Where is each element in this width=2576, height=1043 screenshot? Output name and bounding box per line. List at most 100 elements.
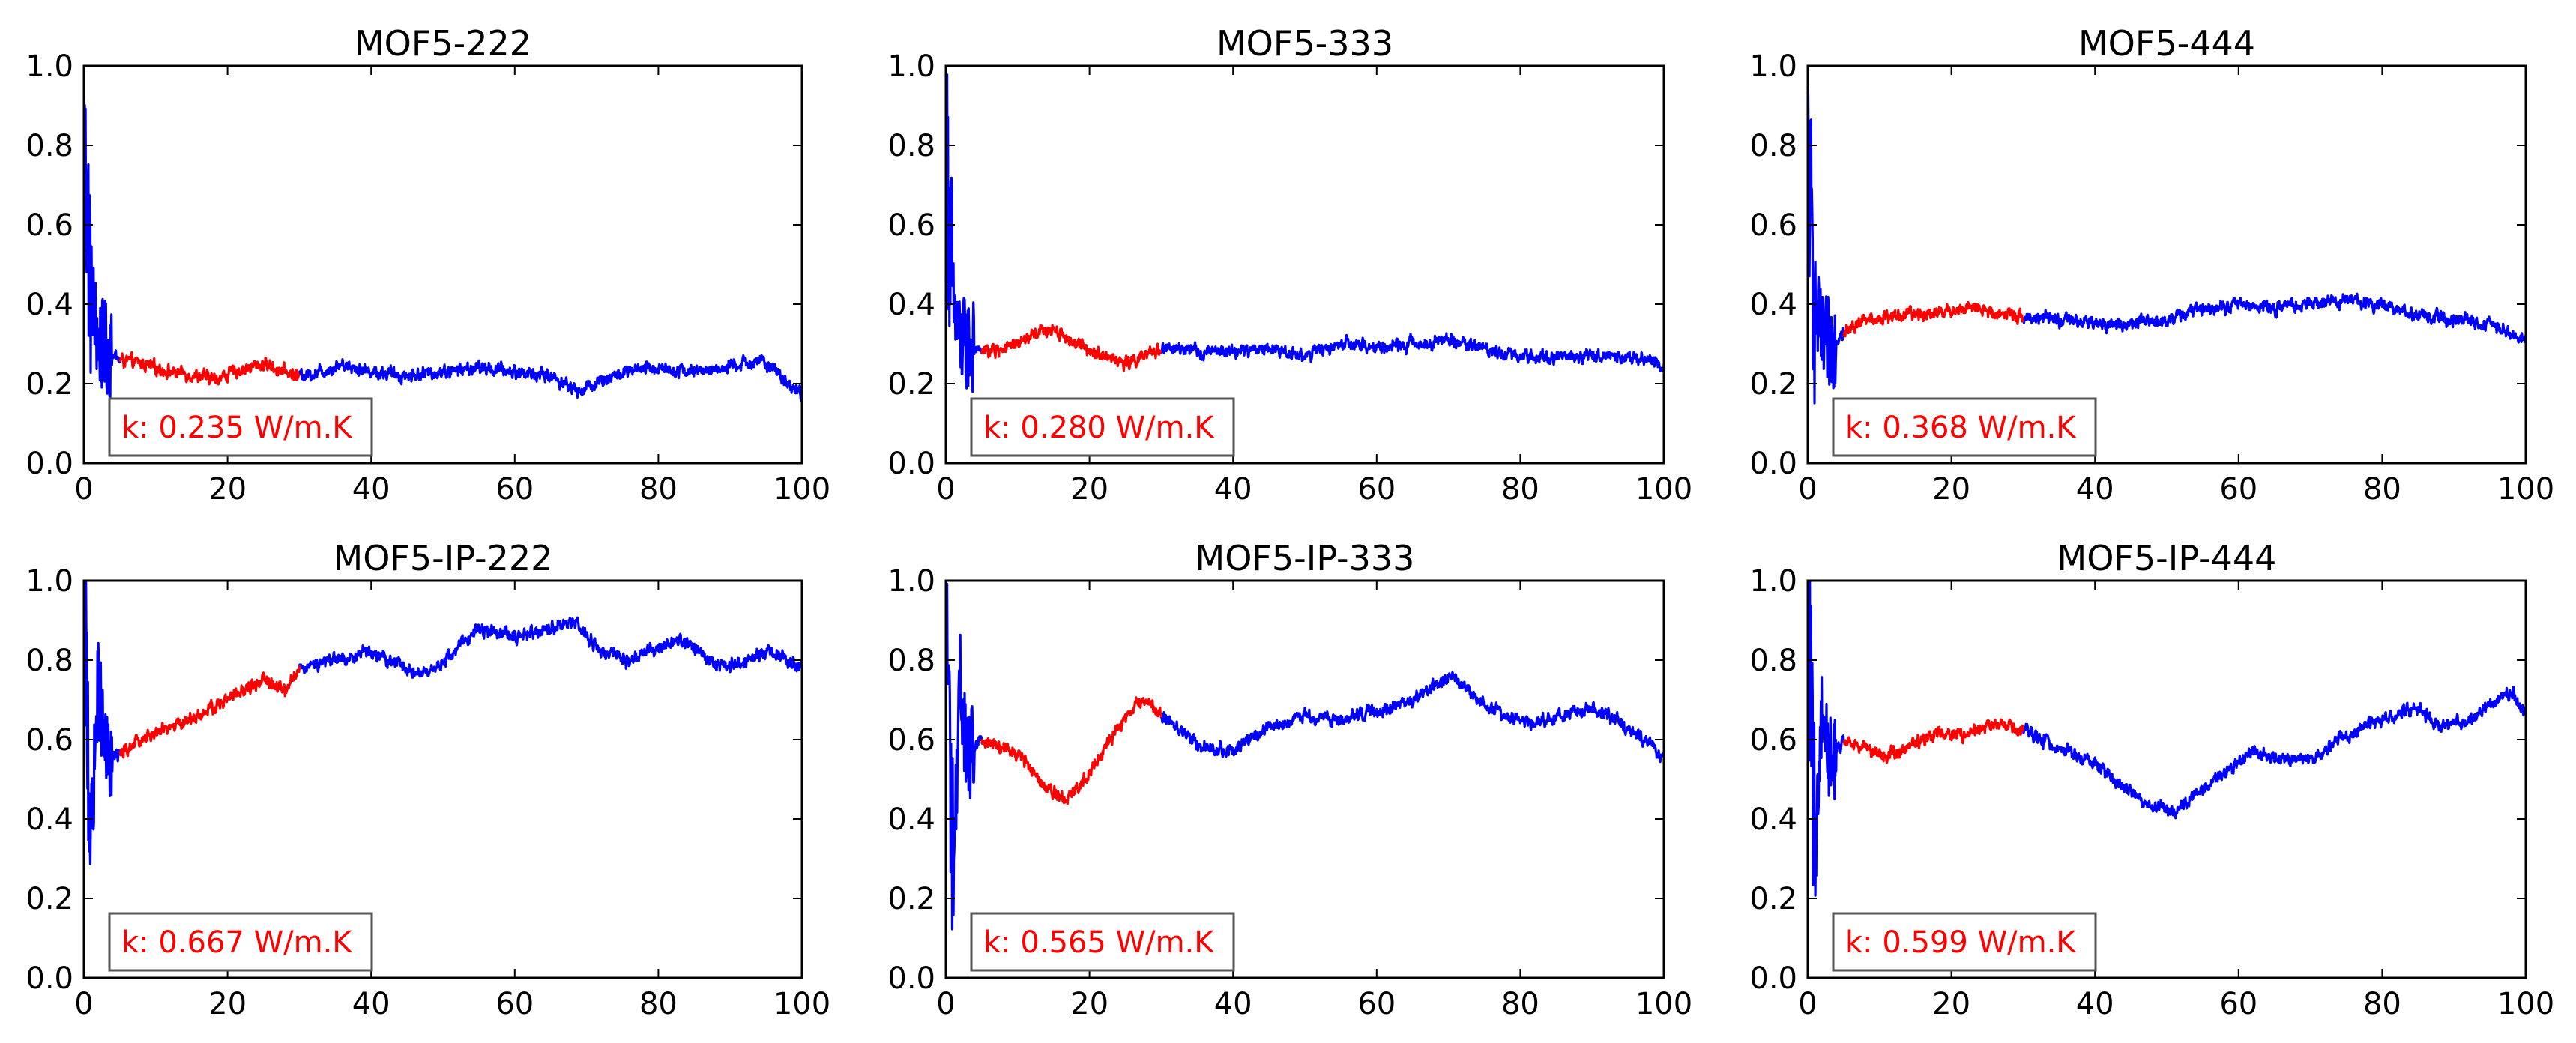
x-tick-label: 100 (1635, 472, 1692, 507)
x-tick-label: 80 (2363, 987, 2401, 1021)
series-line-blue-start (84, 581, 121, 865)
x-tick-label: 0 (74, 472, 93, 507)
y-tick-label: 0.4 (25, 802, 73, 837)
y-tick-label: 0.8 (25, 644, 73, 678)
y-tick-label: 0.0 (887, 447, 935, 481)
x-tick-label: 60 (1357, 472, 1396, 507)
y-tick-label: 1.0 (25, 564, 73, 599)
x-tick-label: 60 (495, 987, 534, 1021)
axes-frame (944, 64, 1665, 465)
axes-frame (1806, 579, 2527, 979)
x-tick-label: 0 (1798, 472, 1817, 507)
series-line-blue-end (2021, 686, 2526, 820)
x-tick-label: 100 (2497, 987, 2554, 1021)
y-tick-label: 0.0 (1749, 447, 1797, 481)
chart-title: MOF5-444 (2078, 23, 2255, 64)
y-tick-label: 0.8 (887, 644, 935, 678)
series-lines (946, 581, 1664, 931)
series-line-blue-end (1159, 671, 1664, 764)
annotation-text: k: 0.368 W/m.K (1845, 411, 2077, 445)
series-lines (1808, 88, 2526, 405)
y-tick-label: 0.2 (1749, 367, 1797, 402)
x-tick-label: 60 (1357, 987, 1396, 1021)
series-lines (84, 97, 802, 402)
x-tick-label: 60 (495, 472, 534, 507)
chart-title: MOF5-IP-444 (2057, 538, 2277, 578)
annotation-box (1832, 397, 2097, 457)
annotation-text: k: 0.235 W/m.K (121, 411, 353, 445)
annotation-text: k: 0.280 W/m.K (983, 411, 1215, 445)
x-tick-label: 40 (2076, 472, 2114, 507)
y-tick-label: 0.2 (25, 367, 73, 402)
x-tick-label: 40 (1214, 987, 1252, 1021)
axes-frame (82, 579, 803, 979)
y-tick-label: 0.8 (1749, 129, 1797, 163)
series-line-blue-start (946, 581, 983, 931)
x-tick-label: 0 (936, 987, 955, 1021)
y-tick-label: 1.0 (1749, 49, 1797, 84)
annotation-text: k: 0.667 W/m.K (121, 925, 353, 960)
subplot-1: MOF5-222 0 20 40 60 80 100 0.0 0.2 0.4 0.6 0.8 1.0 k:… (25, 23, 830, 507)
annotation-box (108, 397, 373, 457)
series-line-blue-start (1808, 581, 1845, 897)
subplot-6: MOF5-IP-444 0 20 40 60 80 100 0.0 0.2 0.4 0.6 0.8 1.… (1749, 538, 2554, 1021)
series-line-red-fit (1842, 718, 2024, 764)
x-tick-label: 0 (74, 987, 93, 1021)
x-tick-label: 80 (1501, 472, 1539, 507)
x-tick-label: 80 (639, 472, 678, 507)
axes-frame (82, 64, 803, 465)
annotation-box (1832, 912, 2097, 972)
y-tick-label: 0.8 (887, 129, 935, 163)
x-tick-label: 20 (208, 472, 247, 507)
y-tick-label: 1.0 (25, 49, 73, 84)
x-tick-label: 20 (1070, 472, 1108, 507)
y-tick-label: 0.2 (887, 367, 935, 402)
annotation-box (970, 912, 1235, 972)
y-tick-label: 0.4 (25, 288, 73, 322)
x-tick-label: 20 (208, 987, 247, 1021)
series-line-blue-end (1159, 332, 1664, 373)
y-tick-label: 0.2 (25, 882, 73, 916)
y-tick-label: 0.6 (1749, 208, 1797, 243)
series-line-red-fit (1842, 300, 2024, 338)
x-tick-label: 40 (352, 472, 390, 507)
axes-frame (944, 579, 1665, 979)
y-tick-label: 0.2 (887, 882, 935, 916)
series-line-red-fit (980, 324, 1162, 372)
x-tick-label: 40 (1214, 472, 1252, 507)
subplot-2: MOF5-333 0 20 40 60 80 100 0.0 0.2 0.4 0.6 0.8 1.0 k:… (887, 23, 1692, 507)
series-line-blue-end (298, 354, 802, 402)
x-tick-label: 20 (1932, 987, 1970, 1021)
chart-title: MOF5-IP-333 (1195, 538, 1415, 578)
subplot-5: MOF5-IP-333 0 20 40 60 80 100 0.0 0.2 0.4 0.6 0.8 1.… (887, 538, 1692, 1021)
x-tick-label: 100 (773, 987, 830, 1021)
series-line-red-fit (118, 351, 301, 386)
x-tick-label: 0 (936, 472, 955, 507)
y-tick-label: 0.6 (887, 723, 935, 758)
x-tick-label: 60 (2219, 472, 2257, 507)
series-line-blue-start (84, 97, 121, 399)
x-tick-label: 100 (2497, 472, 2554, 507)
y-tick-label: 0.4 (887, 802, 935, 837)
annotation-text: k: 0.565 W/m.K (983, 925, 1215, 960)
annotation-text: k: 0.599 W/m.K (1845, 925, 2077, 960)
x-tick-label: 80 (2363, 472, 2401, 507)
annotation-box (108, 912, 373, 972)
series-lines (84, 581, 802, 865)
series-line-red-fit (118, 665, 301, 759)
x-tick-label: 40 (2076, 987, 2114, 1021)
x-tick-label: 40 (352, 987, 390, 1021)
y-tick-label: 0.8 (1749, 644, 1797, 678)
axes-frame (1806, 64, 2527, 465)
series-line-blue-end (298, 616, 802, 679)
series-lines (1808, 581, 2526, 897)
subplot-3: MOF5-444 0 20 40 60 80 100 0.0 0.2 0.4 0.6 0.8 1.0 k:… (1749, 23, 2554, 507)
y-tick-label: 1.0 (1749, 564, 1797, 599)
chart-title: MOF5-222 (355, 23, 531, 64)
y-tick-label: 1.0 (887, 564, 935, 599)
y-tick-label: 0.0 (25, 447, 73, 481)
y-tick-label: 1.0 (887, 49, 935, 84)
series-line-blue-start (946, 73, 983, 393)
series-line-red-fit (980, 696, 1162, 805)
